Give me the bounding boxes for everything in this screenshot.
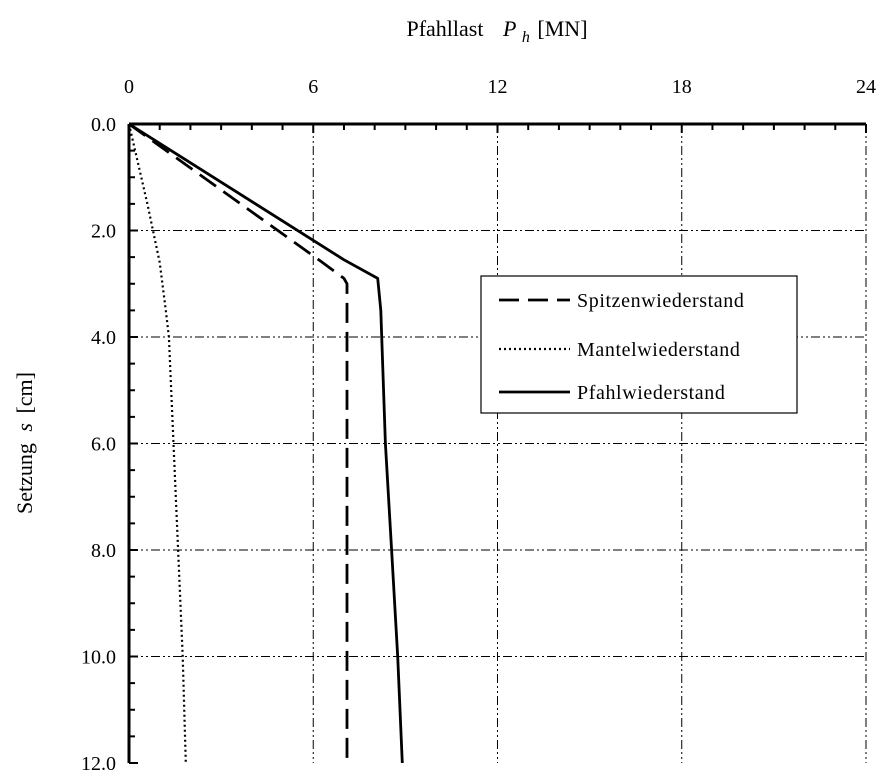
legend: Spitzenwiederstand Mantelwiederstand Pfahl…	[481, 276, 797, 413]
x-axis-title-text: Pfahllast	[406, 16, 483, 41]
x-tick-label: 18	[672, 76, 692, 98]
y-axis-symbol: s	[12, 423, 37, 432]
y-axis-title-text: Setzung	[12, 443, 37, 514]
x-axis-subscript: h	[522, 29, 530, 46]
y-tick-label: 10.0	[81, 647, 116, 669]
y-tick-label: 6.0	[91, 434, 116, 456]
x-tick-label: 12	[488, 76, 508, 98]
x-tick-label: 24	[856, 76, 876, 98]
series-line-spitzenwiederstand	[129, 124, 347, 763]
y-tick-label: 0.0	[91, 114, 116, 136]
legend-label-pfahlwiederstand: Pfahlwiederstand	[577, 382, 725, 404]
y-tick-label: 4.0	[91, 327, 116, 349]
legend-label-mantelwiederstand: Mantelwiederstand	[577, 339, 740, 361]
grid-lines	[129, 124, 866, 763]
y-tick-label: 2.0	[91, 221, 116, 243]
y-tick-labels: 0.0 2.0 4.0 6.0 8.0 10.0 12.0	[81, 114, 116, 775]
y-axis-unit: [cm]	[12, 372, 37, 414]
x-tick-labels: 0 6 12 18 24	[124, 76, 876, 98]
y-tick-label: 12.0	[81, 753, 116, 775]
y-tick-label: 8.0	[91, 540, 116, 562]
x-tick-label: 0	[124, 76, 134, 98]
x-tick-label: 6	[308, 76, 318, 98]
x-axis-unit: [MN]	[537, 16, 587, 41]
x-axis-title: Pfahllast P h [MN]	[406, 16, 587, 47]
x-axis-symbol: P	[502, 16, 516, 41]
legend-label-spitzenwiederstand: Spitzenwiederstand	[577, 290, 744, 312]
y-axis-title: Setzung s [cm]	[12, 372, 37, 514]
